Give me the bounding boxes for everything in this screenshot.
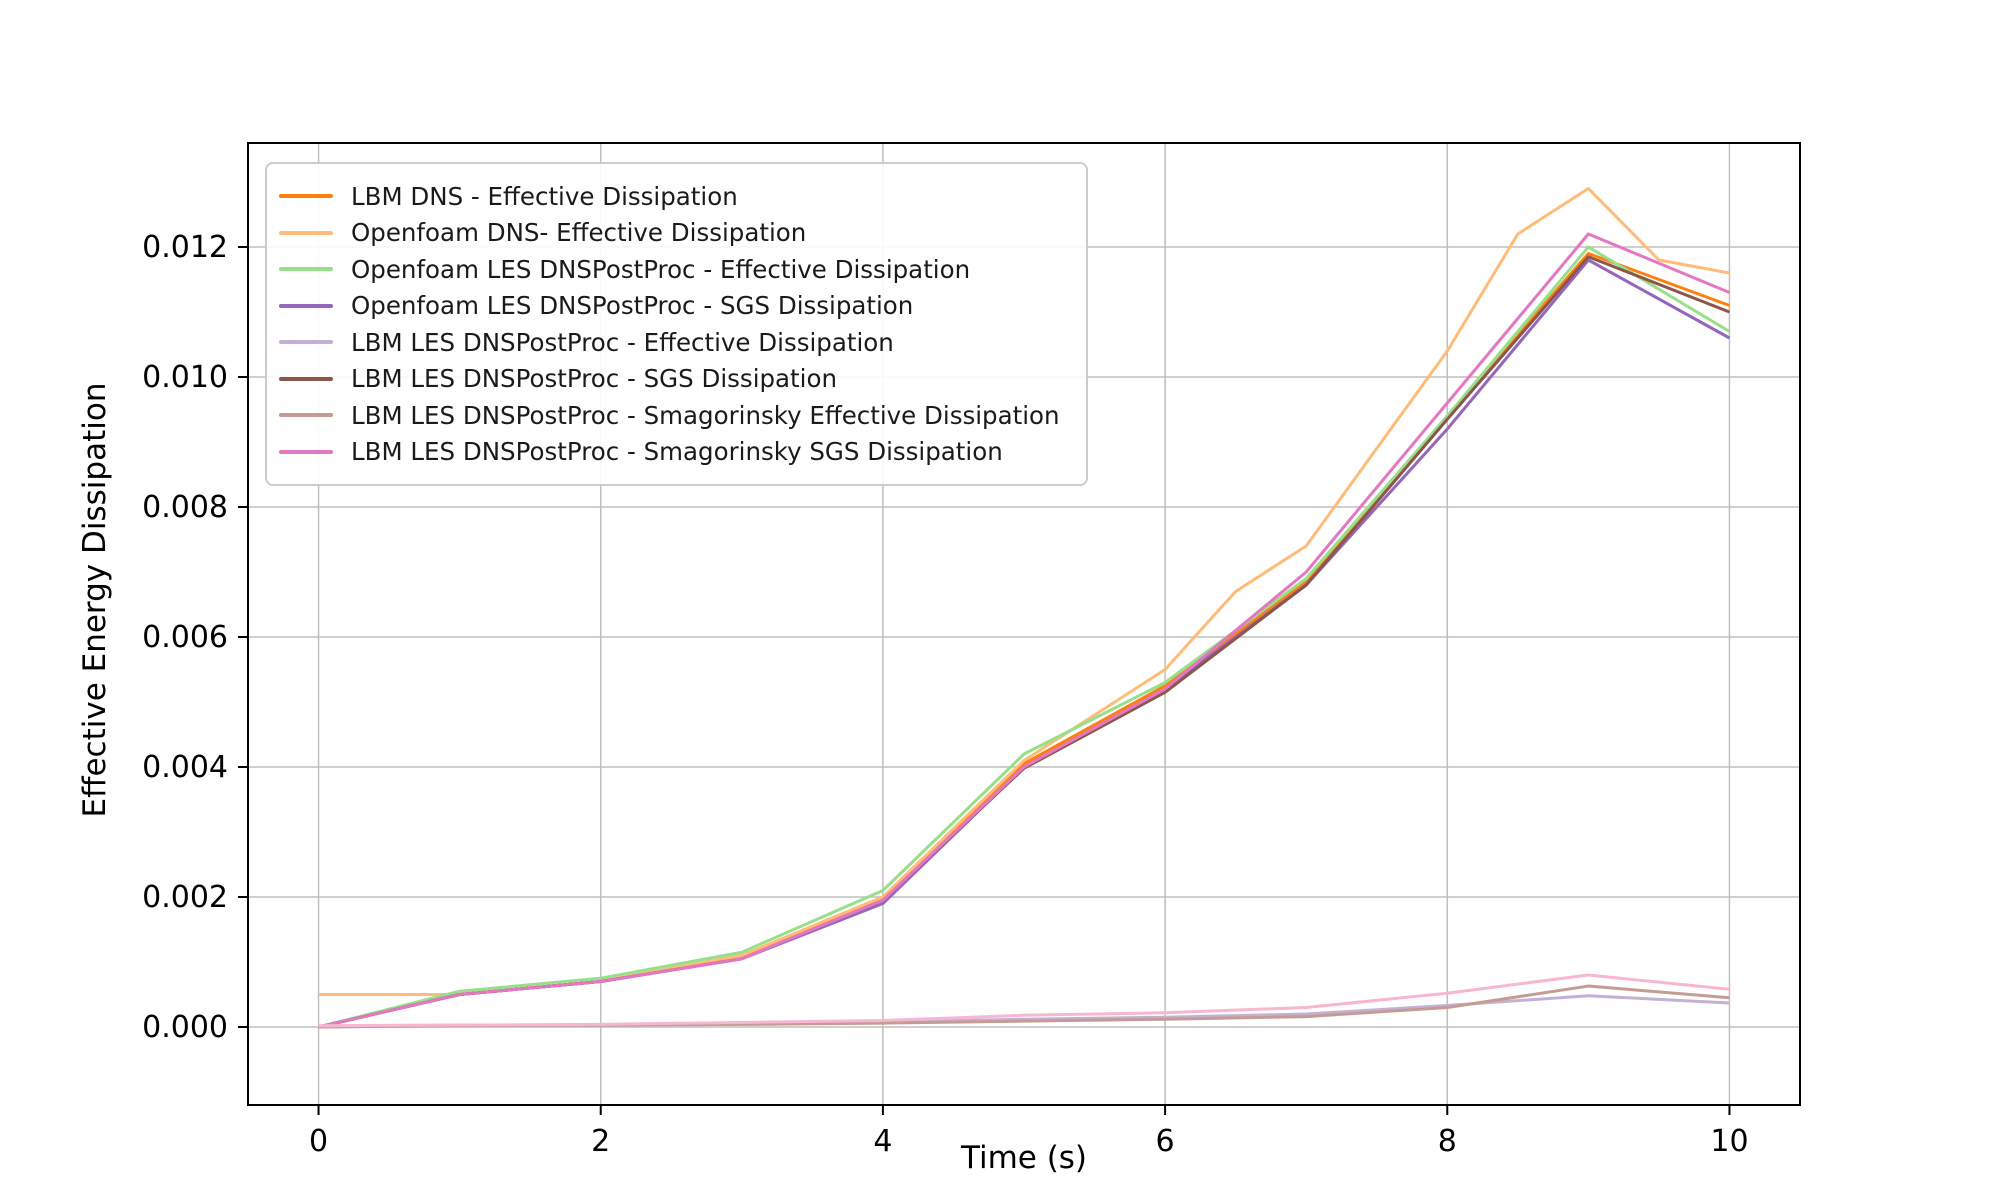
y-axis-label-text: Effective Energy Dissipation: [77, 382, 113, 818]
legend-swatch-lbm-les-dnspostproc-effective-dissipation: [279, 340, 333, 345]
legend-swatch-lbm-les-dnspostproc-sgs-dissipation: [279, 376, 333, 381]
legend-swatch-lbm-les-dnspostproc-smagorinsky-sgs-dissipation: [279, 449, 333, 454]
legend-entry-lbm-les-dnspostproc-sgs-dissipation: LBM LES DNSPostProc - SGS Dissipation: [279, 361, 1060, 398]
legend-entry-lbm-les-dnspostproc-effective-dissipation: LBM LES DNSPostProc - Effective Dissipat…: [279, 324, 1060, 361]
y-tick-label-0.012: 0.012: [142, 230, 228, 265]
x-axis-label: Time (s): [960, 1140, 1088, 1176]
x-tick-label-0: 0: [309, 1124, 328, 1159]
legend-label-lbm-les-dnspostproc-smagorinsky-effective-dissipation: LBM LES DNSPostProc - Smagorinsky Effect…: [351, 400, 1060, 430]
legend-label-lbm-les-dnspostproc-effective-dissipation: LBM LES DNSPostProc - Effective Dissipat…: [351, 327, 894, 357]
legend-box: LBM DNS - Effective Dissipation Openfoam …: [265, 162, 1088, 486]
x-tick-label-2: 2: [591, 1124, 610, 1159]
legend-entry-lbm-les-dnspostproc-smagorinsky-effective-dissipation: LBM LES DNSPostProc - Smagorinsky Effect…: [279, 397, 1060, 434]
y-tick-label-0.000: 0.000: [142, 1010, 228, 1045]
legend-label-openfoam-les-dnspostproc-sgs-dissipation: Openfoam LES DNSPostProc - SGS Dissipati…: [351, 291, 914, 321]
legend-label-lbm-dns-effective-dissipation: LBM DNS - Effective Dissipation: [351, 181, 738, 211]
y-tick-label-0.008: 0.008: [142, 490, 228, 525]
x-tick-label-4: 4: [873, 1124, 892, 1159]
legend-label-lbm-les-dnspostproc-smagorinsky-sgs-dissipation: LBM LES DNSPostProc - Smagorinsky SGS Di…: [351, 437, 1003, 467]
y-tick-label-0.004: 0.004: [142, 750, 228, 785]
legend-swatch-lbm-les-dnspostproc-smagorinsky-effective-dissipation: [279, 413, 333, 418]
x-tick-label-10: 10: [1710, 1124, 1748, 1159]
legend-entry-lbm-les-dnspostproc-smagorinsky-sgs-dissipation: LBM LES DNSPostProc - Smagorinsky SGS Di…: [279, 434, 1060, 471]
series-line-unlabeled: [318, 973, 1730, 1028]
legend-label-openfoam-les-dnspostproc-effective-dissipation: Openfoam LES DNSPostProc - Effective Dis…: [351, 254, 971, 284]
y-tick-label-0.002: 0.002: [142, 880, 228, 915]
legend-swatch-openfoam-les-dnspostproc-sgs-dissipation: [279, 303, 333, 308]
y-tick-label-0.010: 0.010: [142, 360, 228, 395]
legend-entry-openfoam-dns-effective-dissipation: Openfoam DNS- Effective Dissipation: [279, 215, 1060, 252]
legend-label-openfoam-dns-effective-dissipation: Openfoam DNS- Effective Dissipation: [351, 218, 807, 248]
series-line-lbm-les-dnspostproc-smagorinsky-effective-dissipation: [318, 984, 1730, 1029]
y-tick-label-0.006: 0.006: [142, 620, 228, 655]
x-tick-label-6: 6: [1156, 1124, 1175, 1159]
legend-swatch-openfoam-dns-effective-dissipation: [279, 230, 333, 235]
legend-entry-lbm-dns-effective-dissipation: LBM DNS - Effective Dissipation: [279, 178, 1060, 215]
axes-frame: [247, 142, 1801, 1106]
x-tick-label-8: 8: [1438, 1124, 1457, 1159]
series-line-openfoam-les-dnspostproc-effective-dissipation: [318, 245, 1731, 1029]
legend-label-lbm-les-dnspostproc-sgs-dissipation: LBM LES DNSPostProc - SGS Dissipation: [351, 364, 837, 394]
legend-swatch-lbm-dns-effective-dissipation: [279, 194, 333, 199]
legend-entry-openfoam-les-dnspostproc-effective-dissipation: Openfoam LES DNSPostProc - Effective Dis…: [279, 251, 1060, 288]
legend-entry-openfoam-les-dnspostproc-sgs-dissipation: Openfoam LES DNSPostProc - SGS Dissipati…: [279, 288, 1060, 325]
legend-swatch-openfoam-les-dnspostproc-effective-dissipation: [279, 267, 333, 272]
series-line-lbm-les-dnspostproc-smagorinsky-sgs-dissipation: [318, 232, 1731, 1029]
